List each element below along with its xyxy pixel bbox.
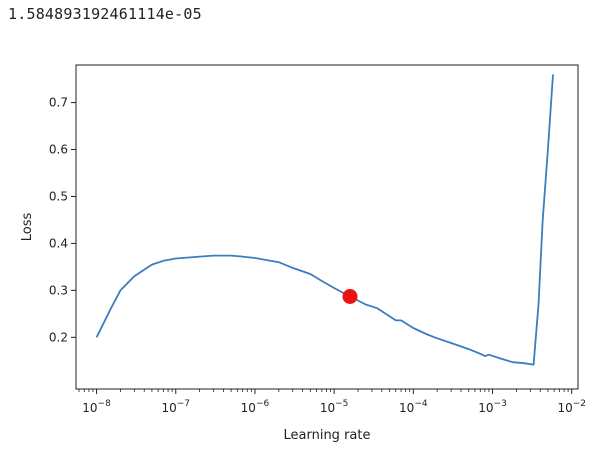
loss-curve xyxy=(95,74,554,366)
y-tick-label: 0.2 xyxy=(49,330,68,344)
axes-frame xyxy=(75,64,579,390)
y-axis: 0.2 0.3 0.4 0.5 0.6 0.7 xyxy=(49,96,76,344)
y-tick-label: 0.6 xyxy=(49,143,68,157)
x-tick-label: 10−2 xyxy=(557,399,586,415)
plot-area xyxy=(95,74,554,366)
x-axis-label: Learning rate xyxy=(284,428,371,443)
suggested-lr-marker xyxy=(342,288,358,304)
x-tick-label: 10−5 xyxy=(320,399,349,415)
x-tick-label: 10−8 xyxy=(82,399,111,415)
x-axis: 10−8 10−7 10−6 10−5 10−4 10−3 10−2 xyxy=(78,389,586,415)
x-tick-label: 10−4 xyxy=(399,399,428,415)
y-tick-label: 0.3 xyxy=(49,283,68,297)
y-tick-label: 0.7 xyxy=(49,96,68,110)
x-tick-label: 10−6 xyxy=(241,399,270,415)
x-tick-label: 10−3 xyxy=(478,399,507,415)
y-tick-label: 0.5 xyxy=(49,189,68,203)
printed-output: 1.584893192461114e-05 xyxy=(8,5,202,23)
x-tick-label: 10−7 xyxy=(161,399,190,415)
y-tick-label: 0.4 xyxy=(49,236,68,250)
y-axis-label: Loss xyxy=(20,213,35,242)
